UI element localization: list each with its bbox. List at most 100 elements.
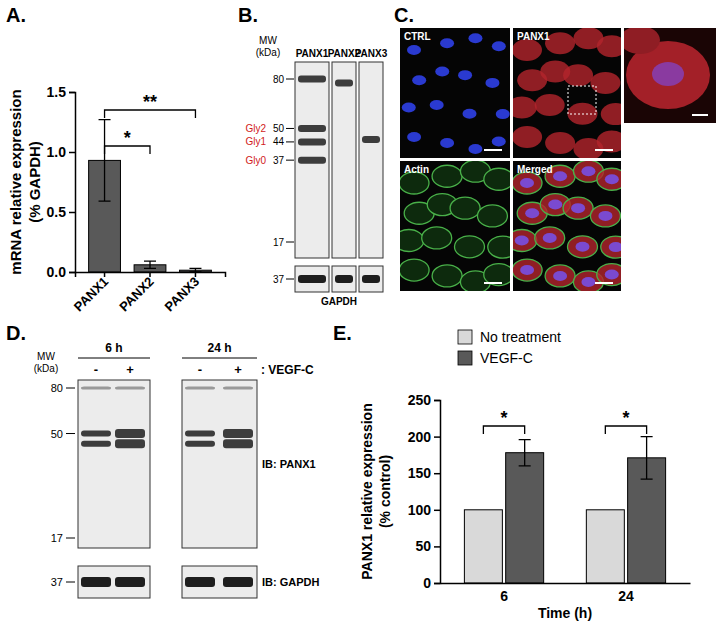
tick-label: 150	[408, 465, 432, 481]
cell-stain	[535, 227, 565, 249]
tick: 200	[408, 429, 440, 445]
error-bar	[144, 261, 156, 268]
error-bar	[641, 437, 653, 479]
actin-outline	[484, 264, 510, 286]
tick-mark	[434, 436, 440, 438]
mw-title: (kDa)	[256, 47, 280, 58]
glyco-label: Gly1	[245, 136, 266, 147]
tick: PANX2	[116, 272, 157, 314]
micrograph	[513, 161, 621, 291]
mw-title: MW	[37, 351, 55, 362]
scale-bar	[484, 282, 502, 284]
lane-label: PANX1	[296, 48, 329, 59]
tick: 0.5	[47, 204, 75, 220]
axis-title: PANX1 relative expression	[359, 403, 375, 579]
actin-outline	[455, 236, 485, 258]
tick: PANX3	[162, 272, 203, 314]
tick-label: 24	[618, 588, 634, 604]
panel-label: B.	[238, 4, 258, 26]
mw-tick	[66, 582, 75, 583]
bar	[586, 510, 624, 583]
actin-outline	[601, 236, 621, 258]
blot-band	[298, 157, 326, 164]
tick-label: 0	[423, 575, 431, 591]
cell-stain	[513, 39, 542, 61]
nucleus	[407, 45, 421, 55]
blot-band	[81, 577, 111, 587]
nucleus	[440, 138, 454, 148]
tick-label: 0.5	[47, 204, 67, 220]
cell-stain	[590, 205, 620, 227]
actin-outline	[545, 265, 575, 287]
zoom-region	[568, 86, 596, 114]
actin-outline	[590, 205, 620, 227]
nucleus	[581, 166, 595, 176]
nucleus	[543, 233, 557, 243]
blot-band	[115, 577, 145, 587]
blot-membrane	[78, 566, 150, 598]
mw-label: 80	[51, 382, 63, 394]
tick-label: 200	[408, 429, 432, 445]
blot-band	[81, 431, 111, 437]
legend-label: No treatment	[480, 329, 561, 345]
plot-marks	[89, 120, 212, 272]
treatment-sign: +	[234, 362, 242, 377]
nucleus	[407, 132, 421, 142]
significance-label: *	[501, 408, 508, 428]
scale-bar	[595, 149, 613, 151]
bar	[464, 510, 502, 583]
tick-label: 6	[500, 588, 508, 604]
mw-label: 37	[51, 576, 63, 588]
figure-canvas: A.0.00.51.01.5PANX1PANX2PANX3mRNA relati…	[0, 0, 721, 623]
actin-outline	[488, 236, 510, 258]
tick-label: PANX3	[162, 274, 203, 315]
micrograph-label: PANX1	[517, 31, 550, 42]
tick: 150	[408, 465, 440, 481]
nucleus	[402, 103, 416, 113]
mw-title: MW	[259, 35, 277, 46]
plot-marks	[464, 437, 665, 583]
panel-c: C.CTRLPANX1ActinMerged	[394, 4, 716, 293]
mw-tick	[66, 433, 75, 434]
blot-band	[81, 441, 111, 447]
nucleus	[548, 200, 562, 210]
actin-outline	[563, 197, 593, 219]
nucleus	[492, 41, 506, 51]
cell-stain	[513, 259, 542, 281]
tick-mark	[434, 400, 440, 402]
cell-stain	[597, 35, 621, 57]
cell-stain	[535, 94, 565, 116]
micrograph	[513, 28, 621, 158]
cell-stain	[563, 64, 593, 86]
axis-title: (% control)	[377, 455, 393, 528]
mw-tick	[286, 141, 294, 142]
tick: 1.0	[47, 144, 75, 160]
actin-outline	[400, 172, 429, 194]
error-bar	[99, 120, 111, 202]
blot-membrane	[295, 62, 329, 258]
mw-tick	[286, 279, 294, 280]
panel-label: A.	[6, 4, 26, 26]
nucleus	[605, 174, 619, 184]
error-bar	[519, 440, 531, 466]
blot-membrane	[332, 266, 356, 292]
tick: 250	[408, 392, 440, 408]
nucleus	[605, 270, 619, 280]
panel-label: D.	[6, 322, 26, 344]
nucleus	[412, 75, 426, 85]
cell-stain	[568, 236, 598, 258]
panel-label: C.	[394, 4, 414, 26]
actin-outline	[484, 168, 510, 190]
nucleus	[458, 70, 472, 80]
mw-tick	[66, 538, 75, 539]
time-label: 24 h	[207, 341, 231, 355]
mw-label: 37	[273, 274, 285, 285]
actin-outline	[450, 197, 480, 219]
mw-label: 50	[273, 123, 285, 134]
blot-band	[223, 439, 253, 448]
cell-stain	[624, 28, 660, 54]
blot-membrane	[359, 62, 383, 258]
tick: 0	[423, 575, 440, 591]
tick: 24	[618, 583, 634, 604]
scale-bar	[692, 114, 708, 116]
